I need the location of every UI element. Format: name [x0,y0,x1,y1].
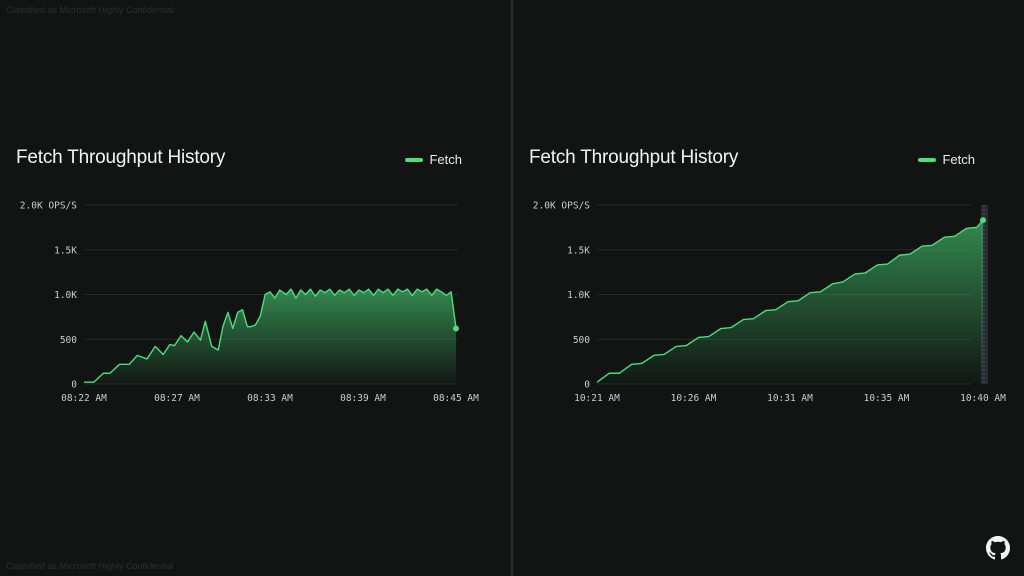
chart-legend: Fetch [405,152,462,167]
x-tick-label: 10:35 AM [864,393,910,404]
y-tick-label: 1.5K [567,245,590,256]
chart-panel-left: Fetch Throughput History Fetch 0 500 1.0K 1… [16,147,479,405]
y-tick-label: 2.0K OPS/S [20,201,77,212]
x-tick-label: 10:31 AM [767,393,813,404]
x-tick-label: 10:21 AM [574,393,620,404]
throughput-chart: 0 500 1.0K 1.5K 2.0K OPS/S 10:21 AM 10:26 AM 10… [533,201,1006,405]
y-tick-label: 0 [71,380,77,391]
chart-legend: Fetch [918,152,975,167]
legend-swatch [405,157,424,162]
y-tick-label: 1.0K [54,290,77,301]
chart-panel-right: Fetch Throughput History Fetch 0 500 1.0K 1… [513,0,1024,576]
x-tick-label: 10:26 AM [671,393,717,404]
chart-title: Fetch Throughput History [16,147,226,168]
github-octocat-icon [986,536,1010,560]
y-tick-label: 0 [584,380,590,391]
y-tick-label: 1.0K [567,290,590,301]
x-tick-label: 08:45 AM [433,393,479,404]
y-tick-label: 500 [573,335,590,346]
chart-title: Fetch Throughput History [529,147,739,168]
legend-swatch [918,157,937,162]
classification-label-bottom: Classified as Microsoft Highly Confident… [6,561,174,571]
last-point-marker [980,217,986,224]
x-tick-label: 10:40 AM [960,393,1006,404]
x-tick-label: 08:39 AM [340,393,386,404]
y-tick-label: 2.0K OPS/S [533,201,590,212]
last-point-marker [453,325,459,332]
legend-label: Fetch [429,152,462,167]
legend-label: Fetch [942,152,975,167]
throughput-chart: 0 500 1.0K 1.5K 2.0K OPS/S 08:22 AM 08:27 AM 08… [20,201,479,405]
x-tick-label: 08:27 AM [154,393,200,404]
series-line [596,219,984,383]
series-line [84,288,457,383]
x-tick-label: 08:22 AM [61,393,107,404]
classification-label-top: Classified as Microsoft Highly Confident… [6,5,174,15]
x-tick-label: 08:33 AM [247,393,293,404]
y-tick-label: 500 [60,335,77,346]
series-area [84,289,456,384]
panel-divider [511,0,513,576]
y-tick-label: 1.5K [54,245,77,256]
